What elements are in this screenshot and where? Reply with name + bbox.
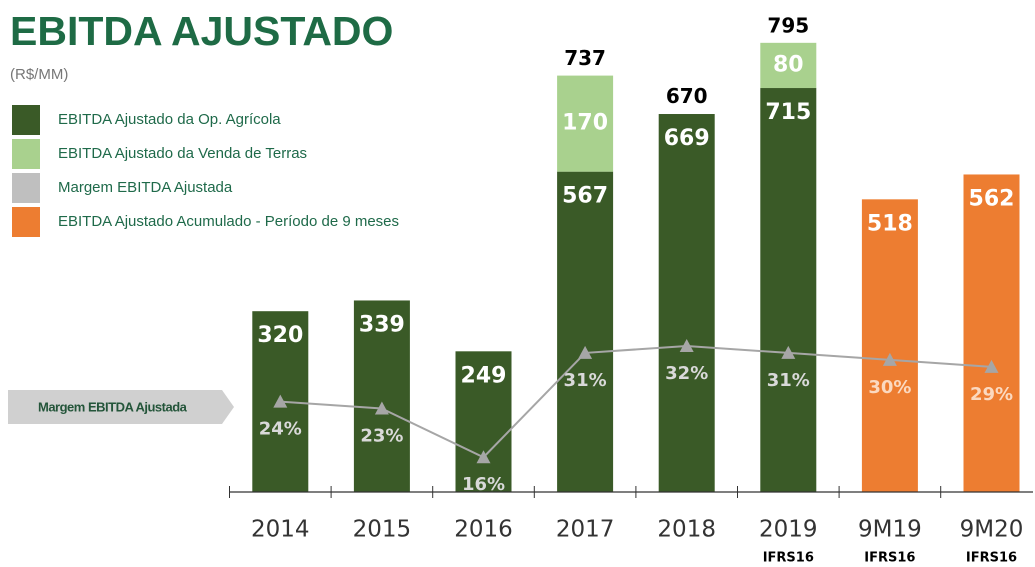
x-tick-label: 9M19 bbox=[858, 517, 922, 543]
legend-swatch bbox=[12, 173, 40, 203]
bar bbox=[557, 75, 614, 172]
bar-value-label: 562 bbox=[969, 186, 1015, 211]
margin-label: 31% bbox=[767, 370, 810, 391]
x-tick-label: 2018 bbox=[657, 517, 716, 543]
margin-label: 30% bbox=[868, 377, 911, 398]
bar bbox=[760, 42, 817, 89]
margin-marker bbox=[882, 352, 897, 366]
margin-marker bbox=[781, 345, 796, 359]
bar bbox=[658, 114, 715, 492]
margin-label: 23% bbox=[360, 426, 403, 447]
legend-label: Margem EBITDA Ajustada bbox=[58, 179, 233, 196]
bar-value-label: 249 bbox=[461, 363, 507, 388]
x-tick-sublabel: IFRS16 bbox=[763, 551, 814, 566]
margin-label: 31% bbox=[564, 370, 607, 391]
bar bbox=[353, 300, 410, 492]
legend-swatch bbox=[12, 139, 40, 169]
bar-value-label: 518 bbox=[867, 211, 913, 236]
margin-marker bbox=[273, 394, 288, 408]
margin-marker bbox=[476, 450, 491, 464]
x-tick-sublabel: IFRS16 bbox=[864, 551, 915, 566]
bar-value-label: 170 bbox=[562, 111, 608, 136]
margin-marker bbox=[374, 401, 389, 415]
total-label: 795 bbox=[767, 13, 809, 37]
annotation: Margem EBITDA Ajustada bbox=[38, 399, 188, 414]
margin-label: 24% bbox=[259, 419, 302, 440]
legend-label: EBITDA Ajustado da Op. Agrícola bbox=[58, 111, 281, 128]
bar-value-label: 320 bbox=[257, 323, 303, 348]
legend-swatch bbox=[12, 105, 40, 135]
x-tick-label: 9M20 bbox=[960, 517, 1024, 543]
margin-marker bbox=[679, 338, 694, 352]
chart-subtitle: (R$/MM) bbox=[10, 66, 68, 83]
legend-swatch bbox=[12, 207, 40, 237]
margin-marker bbox=[578, 345, 593, 359]
x-tick-label: 2014 bbox=[251, 517, 310, 543]
annotation-arrow bbox=[8, 390, 234, 424]
legend-label: EBITDA Ajustado Acumulado - Período de 9… bbox=[58, 213, 399, 230]
bar bbox=[760, 88, 817, 493]
total-label: 737 bbox=[564, 46, 606, 70]
x-tick-label: 2015 bbox=[353, 517, 412, 543]
legend-label: EBITDA Ajustado da Venda de Terras bbox=[58, 145, 307, 162]
bar bbox=[557, 171, 614, 492]
x-tick-label: 2019 bbox=[759, 517, 818, 543]
bar-value-label: 669 bbox=[664, 126, 710, 151]
margin-label: 29% bbox=[970, 384, 1013, 405]
bar-value-label: 567 bbox=[562, 184, 608, 209]
bar bbox=[455, 351, 512, 492]
margin-label: 16% bbox=[462, 474, 505, 495]
x-tick-sublabel: IFRS16 bbox=[966, 551, 1017, 566]
x-tick-label: 2016 bbox=[454, 517, 513, 543]
margin-marker bbox=[984, 359, 999, 373]
bar-value-label: 339 bbox=[359, 312, 405, 337]
bar bbox=[963, 174, 1020, 492]
total-label: 670 bbox=[666, 84, 708, 108]
margin-label: 32% bbox=[665, 363, 708, 384]
bar-value-label: 715 bbox=[765, 100, 811, 125]
chart-title: EBITDA AJUSTADO bbox=[10, 8, 393, 54]
margin-line bbox=[280, 344, 992, 459]
bar bbox=[861, 199, 918, 492]
x-tick-label: 2017 bbox=[556, 517, 615, 543]
bar-value-label: 80 bbox=[773, 52, 804, 77]
